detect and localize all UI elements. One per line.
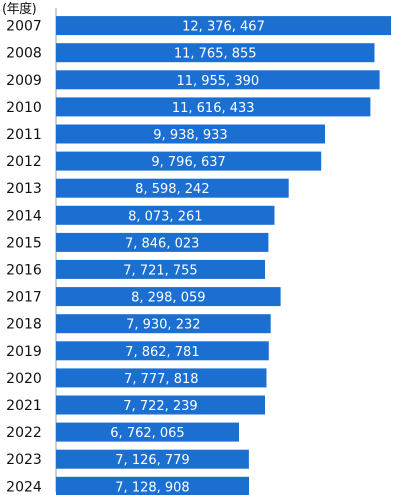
value-label-2020: 7, 777, 818	[124, 372, 198, 387]
bar-2022	[56, 422, 239, 442]
category-label-2009: 2009	[6, 73, 42, 89]
category-label-2021: 2021	[6, 398, 42, 414]
bar-2024	[56, 476, 249, 495]
bar-2008	[56, 43, 375, 63]
category-label-2015: 2015	[6, 235, 42, 251]
value-label-2014: 8, 073, 261	[128, 209, 202, 224]
category-label-2012: 2012	[6, 154, 42, 170]
bar-2013	[56, 178, 289, 198]
value-label-2023: 7, 126, 779	[115, 453, 189, 468]
bar-2015	[56, 232, 269, 252]
bar-2018	[56, 314, 271, 334]
value-label-2019: 7, 862, 781	[125, 345, 199, 360]
category-label-2016: 2016	[6, 262, 42, 278]
value-label-2008: 11, 765, 855	[174, 47, 257, 62]
bar-2012	[56, 151, 322, 171]
category-label-2020: 2020	[6, 371, 42, 387]
category-label-2007: 2007	[6, 19, 42, 35]
bar-2009	[56, 70, 380, 90]
value-label-2024: 7, 128, 908	[115, 480, 189, 495]
bar-2014	[56, 205, 275, 225]
bar-2007	[56, 16, 391, 36]
bar-2019	[56, 341, 269, 361]
bar-2017	[56, 287, 281, 307]
category-label-2014: 2014	[6, 208, 42, 224]
value-label-2017: 8, 298, 059	[131, 291, 205, 306]
value-label-2016: 7, 721, 755	[123, 263, 197, 278]
category-label-2017: 2017	[6, 290, 42, 306]
value-label-2007: 12, 376, 467	[182, 20, 265, 35]
bar-2010	[56, 97, 371, 117]
category-label-2022: 2022	[6, 425, 42, 441]
value-label-2015: 7, 846, 023	[125, 236, 199, 251]
bar-2021	[56, 395, 265, 415]
value-label-2018: 7, 930, 232	[126, 318, 200, 333]
value-label-2009: 11, 955, 390	[176, 74, 259, 89]
bar-2011	[56, 124, 325, 144]
value-label-2013: 8, 598, 242	[135, 182, 209, 197]
value-label-2012: 9, 796, 637	[151, 155, 225, 170]
category-label-2013: 2013	[6, 181, 42, 197]
bar-2023	[56, 449, 249, 469]
value-label-2010: 11, 616, 433	[172, 101, 255, 116]
category-label-2018: 2018	[6, 317, 42, 333]
value-label-2011: 9, 938, 933	[153, 128, 227, 143]
value-label-2022: 6, 762, 065	[110, 426, 184, 441]
bar-2016	[56, 259, 265, 279]
category-label-2010: 2010	[6, 100, 42, 116]
value-label-2021: 7, 722, 239	[123, 399, 197, 414]
category-label-2011: 2011	[6, 127, 42, 143]
unit-label: (年度)	[2, 2, 37, 17]
category-label-2008: 2008	[6, 46, 42, 62]
bar-2020	[56, 368, 267, 388]
category-label-2024: 2024	[6, 479, 42, 495]
category-label-2023: 2023	[6, 452, 42, 468]
category-label-2019: 2019	[6, 344, 42, 360]
